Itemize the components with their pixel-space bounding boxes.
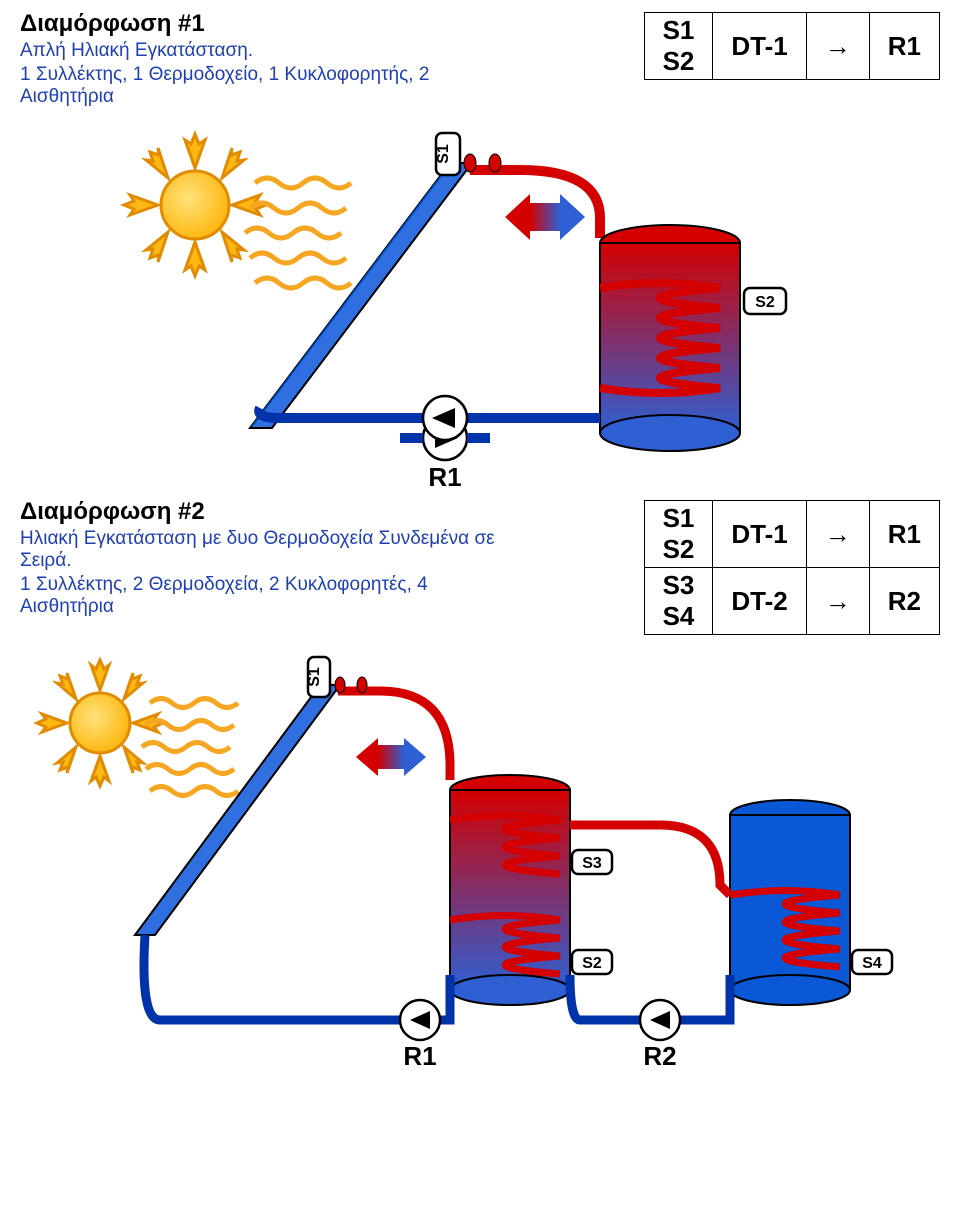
sensors-cell: S3 S4 bbox=[644, 568, 713, 635]
dt-cell: DT-1 bbox=[713, 13, 806, 80]
sensors-cell: S1 S2 bbox=[644, 501, 713, 568]
config2-desc: 1 Συλλέκτης, 2 Θερμοδοχεία, 2 Κυκλοφορητ… bbox=[20, 574, 500, 618]
heat-arrow-icon bbox=[356, 738, 426, 776]
config1-table: S1 S2 DT-1 → R1 bbox=[644, 12, 940, 80]
sensor-s1-box: S1 bbox=[435, 133, 460, 175]
config2-title: Διαμόρφωση #2 bbox=[20, 498, 500, 526]
relay-r2-label: R2 bbox=[643, 1041, 676, 1071]
heat-arrow-icon bbox=[505, 194, 585, 240]
dt-cell: DT-1 bbox=[713, 501, 806, 568]
config2-text: Διαμόρφωση #2 Ηλιακή Εγκατάσταση με δυο … bbox=[20, 498, 500, 618]
tank-2 bbox=[730, 800, 850, 1005]
config2-section: Διαμόρφωση #2 Ηλιακή Εγκατάσταση με δυο … bbox=[20, 498, 940, 1075]
table-row: S1 S2 DT-1 → R1 bbox=[644, 501, 939, 568]
relay-r1-label: R1 bbox=[428, 462, 461, 488]
config1-title: Διαμόρφωση #1 bbox=[20, 10, 500, 38]
pump-r2: R2 bbox=[640, 1000, 680, 1071]
table-row: S3 S4 DT-2 → R2 bbox=[644, 568, 939, 635]
sensor-s3: S3 bbox=[663, 570, 695, 601]
config1-diagram: S1 bbox=[20, 108, 940, 488]
collector-panel bbox=[250, 159, 472, 428]
sun-icon bbox=[37, 660, 163, 786]
sun-icon bbox=[124, 134, 266, 276]
arrow-cell: → bbox=[806, 13, 869, 80]
config2-header: Διαμόρφωση #2 Ηλιακή Εγκατάσταση με δυο … bbox=[20, 498, 940, 635]
sensor-s1-label: S1 bbox=[306, 667, 323, 687]
pump-r1: R1 bbox=[400, 1000, 440, 1071]
arrow-cell: → bbox=[806, 501, 869, 568]
arrow-cell: → bbox=[806, 568, 869, 635]
config2-diagram: S1 bbox=[20, 635, 940, 1075]
sensor-s2: S2 bbox=[663, 46, 695, 77]
sensor-s4-box: S4 bbox=[852, 950, 892, 974]
sensor-s1: S1 bbox=[663, 503, 695, 534]
relay-cell: R1 bbox=[869, 13, 939, 80]
config1-section: Διαμόρφωση #1 Απλή Ηλιακή Εγκατάσταση. 1… bbox=[20, 10, 940, 488]
sensor-s2-label: S2 bbox=[582, 955, 602, 972]
config2-table: S1 S2 DT-1 → R1 S3 S4 DT-2 → R2 bbox=[644, 500, 940, 635]
sensor-s1-label: S1 bbox=[435, 144, 452, 164]
sensor-s3-label: S3 bbox=[582, 855, 602, 872]
config2-subtitle: Ηλιακή Εγκατάσταση με δυο Θερμοδοχεία Συ… bbox=[20, 528, 500, 572]
config1-desc: 1 Συλλέκτης, 1 Θερμοδοχείο, 1 Κυκλοφορητ… bbox=[20, 64, 500, 108]
relay-cell: R2 bbox=[869, 568, 939, 635]
tank bbox=[600, 225, 740, 451]
config1-header: Διαμόρφωση #1 Απλή Ηλιακή Εγκατάσταση. 1… bbox=[20, 10, 940, 108]
config1-subtitle: Απλή Ηλιακή Εγκατάσταση. bbox=[20, 40, 500, 62]
dt-cell: DT-2 bbox=[713, 568, 806, 635]
sensor-s2: S2 bbox=[663, 534, 695, 565]
tank-1 bbox=[450, 775, 570, 1005]
sensor-s3-box: S3 bbox=[572, 850, 612, 874]
sensor-s2-label: S2 bbox=[755, 294, 775, 311]
relay-r1-label: R1 bbox=[403, 1041, 436, 1071]
sensor-s4-label: S4 bbox=[862, 955, 882, 972]
config1-text: Διαμόρφωση #1 Απλή Ηλιακή Εγκατάσταση. 1… bbox=[20, 10, 500, 108]
table-row: S1 S2 DT-1 → R1 bbox=[644, 13, 939, 80]
sensor-s1-box: S1 bbox=[306, 657, 330, 697]
sensor-s2-box: S2 bbox=[744, 288, 786, 314]
sensor-s2-box: S2 bbox=[572, 950, 612, 974]
sensors-cell: S1 S2 bbox=[644, 13, 713, 80]
relay-cell: R1 bbox=[869, 501, 939, 568]
sensor-s4: S4 bbox=[663, 601, 695, 632]
sensor-s1: S1 bbox=[663, 15, 695, 46]
